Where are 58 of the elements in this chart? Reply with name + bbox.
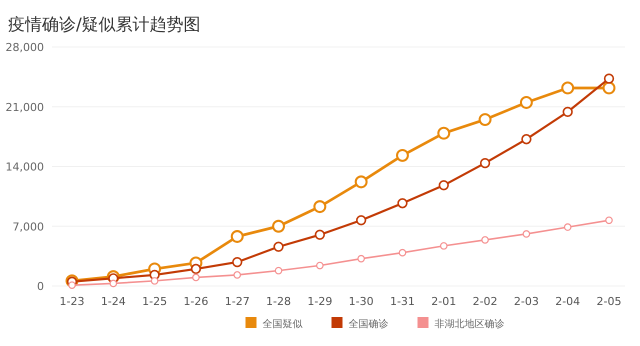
point [192, 274, 200, 282]
legend-label: 全国确诊 [348, 318, 388, 330]
point [562, 106, 573, 117]
point [438, 180, 449, 190]
point [354, 175, 368, 188]
point [397, 198, 408, 208]
x-tick-label: 1-25 [142, 295, 168, 308]
point [110, 280, 118, 288]
point [356, 215, 366, 226]
y-tick-label: 21,000 [6, 100, 44, 114]
point [272, 220, 285, 233]
x-tick-label: 2-05 [596, 295, 622, 308]
point [232, 256, 242, 268]
y-tick-label: 14,000 [6, 160, 44, 174]
point [521, 134, 532, 144]
x-tick-label: 2-03 [514, 295, 539, 308]
point [481, 236, 489, 244]
x-tick-label: 1-27 [224, 295, 250, 308]
point [273, 242, 284, 252]
y-tick-label: 28,000 [6, 41, 44, 54]
point [522, 230, 530, 238]
point [520, 96, 533, 109]
point [316, 262, 324, 270]
y-tick-label: 7,000 [12, 220, 44, 234]
point [602, 82, 616, 94]
point [437, 126, 450, 140]
point [314, 230, 325, 240]
x-tick-label: 1-31 [390, 295, 415, 308]
point [190, 264, 202, 274]
point [440, 242, 448, 250]
point [604, 73, 614, 84]
point [396, 148, 409, 162]
legend-label: 全国疑似 [262, 318, 302, 330]
point [233, 271, 242, 279]
point [605, 216, 613, 224]
x-tick-label: 1-30 [348, 295, 374, 308]
x-tick-label: 2-02 [472, 295, 498, 308]
x-tick-label: 1-23 [60, 295, 84, 308]
x-tick-label: 2-01 [431, 295, 456, 308]
point [478, 113, 492, 126]
point [150, 277, 158, 285]
x-tick-label: 1-29 [307, 295, 332, 308]
point [230, 230, 244, 243]
point [480, 158, 490, 168]
legend-label: 非湖北地区确诊 [434, 318, 504, 330]
y-tick-label: 0 [37, 280, 44, 293]
point [357, 254, 365, 262]
point [274, 266, 282, 274]
chart-title: 疫情确诊/疑似累计趋势图 [8, 15, 201, 35]
point [564, 223, 572, 231]
x-tick-label: 1-24 [100, 295, 126, 308]
x-tick-label: 1-26 [183, 295, 208, 308]
point [68, 281, 76, 289]
point [313, 200, 326, 214]
x-tick-label: 1-28 [266, 295, 292, 308]
x-tick-label: 2-04 [555, 295, 580, 308]
point [398, 248, 406, 257]
point [561, 82, 574, 94]
